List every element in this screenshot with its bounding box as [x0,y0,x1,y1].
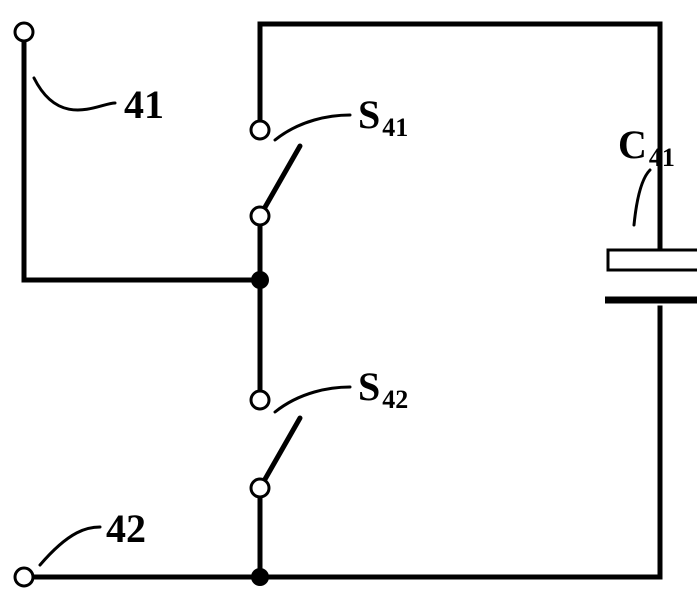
switches [260,146,300,488]
s41-arm [260,146,300,216]
node-s42_bot [251,479,269,497]
s42-arm [260,418,300,488]
node-s42_top [251,391,269,409]
leader-c41l [634,170,650,225]
leader-s41l [275,115,350,140]
capacitor-top-plate [608,250,697,270]
label-s41: S41 [358,92,408,142]
node-junction_mid [251,271,269,289]
node-s41_top [251,121,269,139]
leader-l41 [34,78,115,110]
leader-lines [34,78,650,565]
leader-s42l [275,387,350,412]
node-terminal_bottom [15,568,33,586]
node-s41_bot [251,207,269,225]
label-s42: S42 [358,364,408,414]
circuit-diagram: 41 42 S41 S42 C41 [0,0,697,604]
leader-l42 [40,527,100,565]
label-l42: 42 [106,506,146,551]
node-junction_bot [251,568,269,586]
capacitor-c41 [605,250,697,300]
labels: 41 42 S41 S42 C41 [106,82,675,551]
label-l41: 41 [124,82,164,127]
node-terminal_top [15,23,33,41]
wires [24,24,660,577]
label-c41: C41 [618,122,675,172]
